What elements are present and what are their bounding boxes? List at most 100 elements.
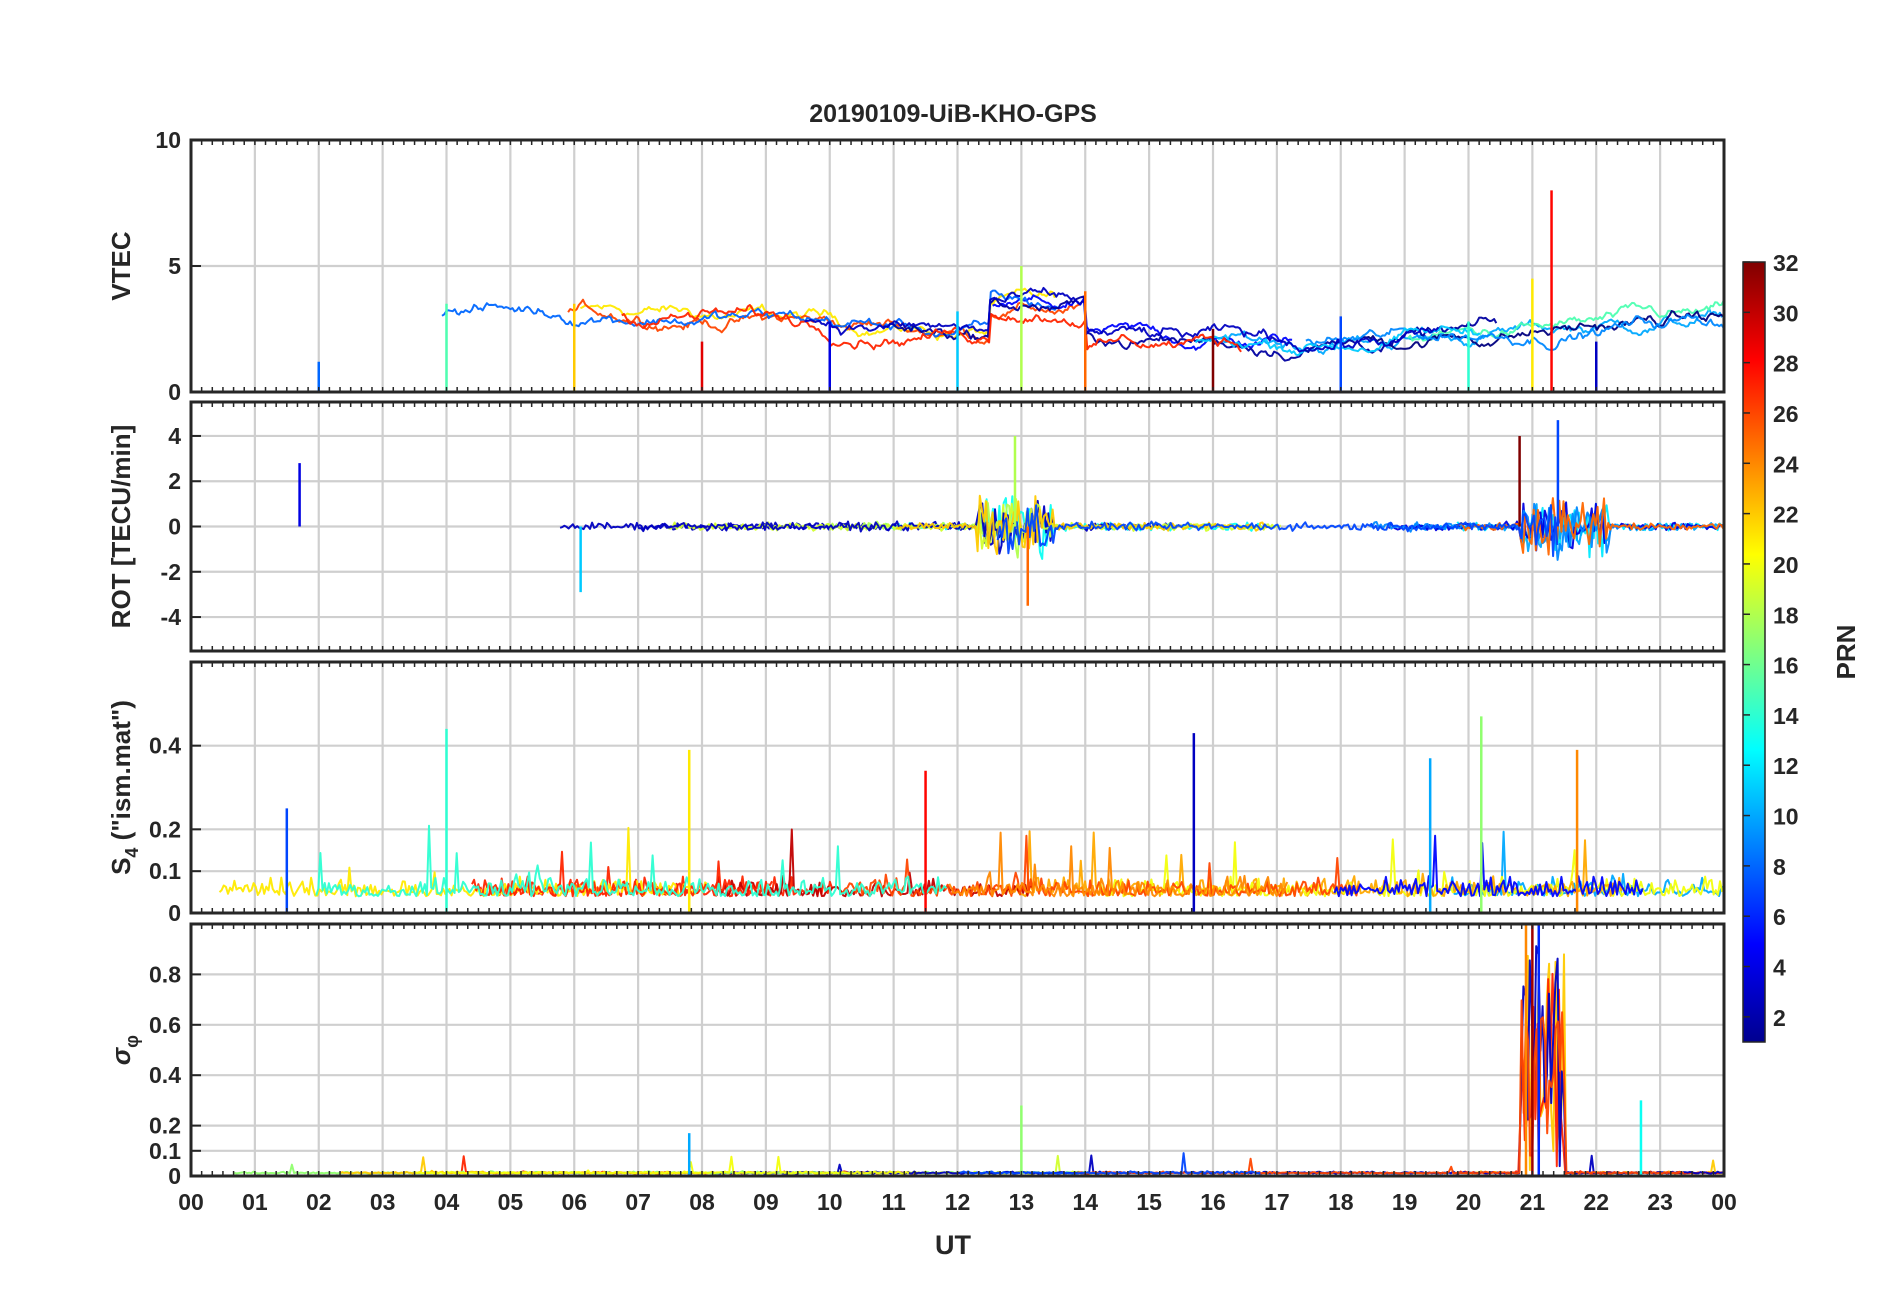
y-tick-label: 0 — [168, 379, 181, 405]
colorbar-tick-label: 22 — [1773, 502, 1799, 528]
y-tick-label: 0.4 — [149, 733, 181, 759]
series-line — [1456, 497, 1724, 556]
series-line — [448, 1155, 918, 1175]
x-tick-label: 07 — [625, 1189, 651, 1215]
series-line — [315, 824, 948, 898]
x-tick-label: 00 — [1711, 1189, 1737, 1215]
y-axis-label: S4 ("ism.mat") — [106, 700, 142, 875]
x-tick-label: 10 — [817, 1189, 843, 1215]
y-tick-label: -4 — [161, 604, 182, 630]
colorbar-tick-label: 2 — [1773, 1005, 1786, 1031]
series-group — [218, 716, 1724, 913]
x-tick-label: 00 — [178, 1189, 204, 1215]
panel-1: 0 5 10 VTEC — [106, 127, 1726, 405]
y-tick-label: 0.6 — [149, 1012, 181, 1038]
y-tick-label: 0.4 — [149, 1062, 181, 1088]
colorbar-tick-label: 28 — [1773, 351, 1799, 377]
x-tick-label: 11 — [881, 1189, 906, 1215]
y-axis-label: σφ — [106, 1035, 142, 1065]
colorbar-gradient — [1742, 261, 1766, 1043]
series-line — [883, 295, 1498, 362]
x-tick-label: 04 — [434, 1189, 460, 1215]
y-tick-label: 0 — [168, 1163, 181, 1189]
y-tick-label: 0.1 — [149, 858, 181, 884]
x-tick-label: 18 — [1328, 1189, 1354, 1215]
series-line — [1333, 834, 1644, 898]
series-line — [992, 294, 1293, 351]
series-line — [580, 287, 1056, 341]
x-axis: 00 01 02 03 04 05 06 07 08 09 10 11 12 13 14 15 16 17 18 19… — [178, 1189, 1737, 1215]
series-line — [1199, 307, 1723, 355]
y-axis-label: VTEC — [106, 231, 136, 301]
x-tick-label: 13 — [1009, 1189, 1035, 1215]
panel-4: 00.10.2 0.4 0.6 0.8 σφ — [106, 922, 1726, 1189]
y-tick-label: 0.8 — [149, 961, 181, 987]
y-tick-label: 4 — [168, 423, 181, 449]
series-group — [191, 190, 1724, 392]
series-line — [621, 304, 1242, 353]
x-tick-label: 01 — [242, 1189, 268, 1215]
series-line — [959, 1152, 1261, 1175]
series-line — [1359, 310, 1724, 350]
chart-title: 20190109-UiB-KHO-GPS — [809, 100, 1097, 128]
x-axis-label: UT — [935, 1230, 971, 1260]
colorbar-tick-label: 24 — [1773, 451, 1799, 477]
x-tick-label: 06 — [561, 1189, 587, 1215]
colorbar-tick-label: 26 — [1773, 401, 1799, 427]
series-line — [414, 1155, 910, 1175]
colorbar-tick-label: 12 — [1773, 753, 1799, 779]
series-line — [441, 289, 1058, 338]
series-line — [471, 850, 773, 898]
series-line — [804, 286, 1439, 353]
x-tick-label: 08 — [689, 1189, 715, 1215]
x-tick-label: 17 — [1264, 1189, 1290, 1215]
x-tick-label: 21 — [1520, 1189, 1546, 1215]
colorbar-tick-label: 8 — [1773, 854, 1786, 880]
x-tick-label: 16 — [1200, 1189, 1226, 1215]
y-tick-label: 10 — [155, 127, 181, 153]
y-tick-label: 0 — [168, 900, 181, 926]
series-line — [948, 831, 1289, 898]
y-tick-label: 0 — [168, 514, 181, 540]
series-group — [234, 924, 1724, 1176]
x-tick-label: 19 — [1392, 1189, 1418, 1215]
y-tick-label: 0.2 — [149, 816, 181, 842]
colorbar-tick-label: 16 — [1773, 653, 1799, 679]
x-tick-label: 05 — [498, 1189, 524, 1215]
colorbar-tick-label: 32 — [1773, 250, 1799, 276]
series-line — [715, 828, 1032, 898]
x-tick-label: 22 — [1583, 1189, 1609, 1215]
y-tick-label: -2 — [161, 559, 181, 585]
y-tick-label: 5 — [168, 253, 181, 279]
x-tick-label: 12 — [945, 1189, 971, 1215]
series-line — [1305, 313, 1724, 351]
panel-2: -4 -2 0 2 4 ROT [TECU/min] — [106, 400, 1726, 653]
series-group — [298, 420, 1724, 606]
colorbar-tick-label: 18 — [1773, 602, 1799, 628]
x-tick-label: 03 — [370, 1189, 396, 1215]
series-line — [895, 494, 1268, 556]
x-tick-label: 15 — [1136, 1189, 1162, 1215]
x-tick-label: 02 — [306, 1189, 332, 1215]
x-tick-label: 20 — [1456, 1189, 1482, 1215]
y-axis-label: ROT [TECU/min] — [106, 425, 136, 629]
x-tick-label: 23 — [1647, 1189, 1673, 1215]
y-tick-label: 0.2 — [149, 1113, 181, 1139]
colorbar-tick-label: 30 — [1773, 300, 1799, 326]
y-tick-label: 2 — [168, 468, 181, 494]
colorbar-label: PRN — [1831, 625, 1861, 680]
panel-3: 0 0.1 0.2 0.4 S4 ("ism.mat") — [106, 660, 1726, 926]
x-tick-label: 14 — [1072, 1189, 1098, 1215]
colorbar-tick-label: 4 — [1773, 955, 1786, 981]
colorbar-tick-label: 10 — [1773, 804, 1799, 830]
series-line — [1077, 999, 1685, 1175]
colorbar-tick-label: 20 — [1773, 552, 1799, 578]
x-tick-label: 09 — [753, 1189, 779, 1215]
series-line — [1454, 972, 1724, 1175]
y-tick-label: 0.1 — [149, 1138, 181, 1164]
